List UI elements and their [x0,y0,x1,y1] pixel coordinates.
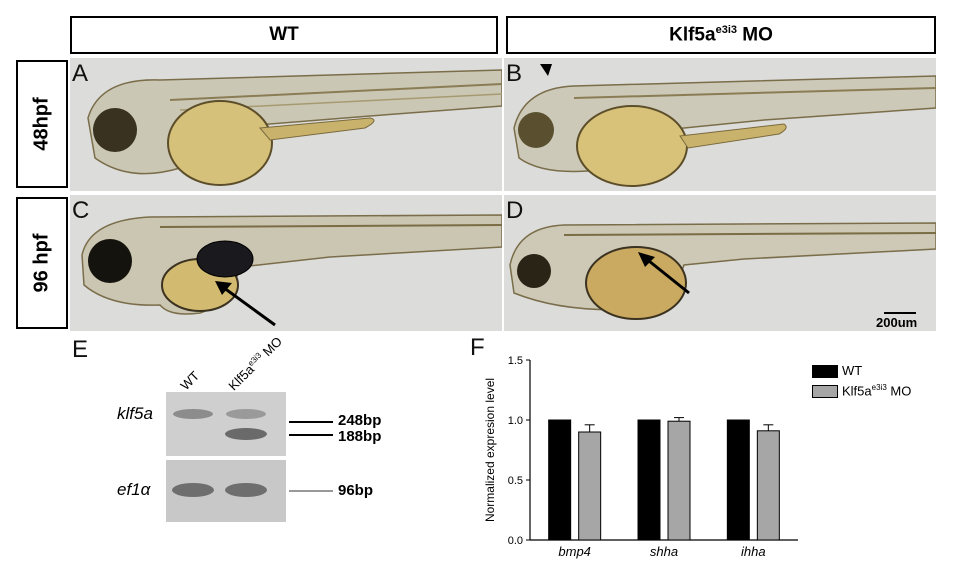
gel-lane-mo: Klf5ae3i3 MO [225,333,286,394]
chart-axes: 0.0 0.5 1.0 1.5 [508,355,798,547]
legend-label-mo: Klf5ae3i3 MO [842,383,912,399]
row-header-96hpf: 96 hpf [16,197,68,329]
chart-bars [548,417,780,541]
bar-bmp4-s0 [548,419,572,541]
header-wt: WT [70,16,498,54]
zebrafish-mo-96hpf [504,195,936,331]
gene-label-ef1a: ef1α [117,480,151,499]
band-248-label: 248bp [338,412,382,429]
x-label-ihha: ihha [741,544,766,559]
header-mo-label: Klf5ae3i3 MO [669,23,773,46]
legend-label-wt: WT [842,363,863,378]
panel-c-image: C [70,195,502,331]
y-tick-label-1: 0.5 [508,475,523,487]
band-96-line [289,490,333,492]
panel-letter-f: F [470,334,485,361]
y-tick-label-0: 0.0 [508,535,523,547]
band-248-line [289,421,333,423]
panel-a-image: A [70,58,502,191]
bar-chart: Normalized expresion level 0.00.51.01.5 … [483,355,798,559]
row-header-48hpf: 48hpf [16,60,68,188]
panel-letter-e: E [72,336,89,363]
panel-letter-d: D [506,197,524,224]
bar-shha-s1 [667,420,691,541]
header-mo: Klf5ae3i3 MO [506,16,936,54]
header-wt-label: WT [269,24,299,45]
bar-ihha-s0 [726,419,750,541]
arrowhead-icon [540,64,552,76]
gene-label-klf5a: klf5a [117,404,153,423]
gel-lane-wt: WT [177,368,203,393]
band-188-label: 188bp [338,428,382,445]
panel-d-image: D 200um [504,195,936,331]
y-tick-label-3: 1.5 [508,355,523,367]
row-header-48hpf-label: 48hpf [30,97,53,151]
x-label-bmp4: bmp4 [558,544,591,559]
x-label-shha: shha [650,544,678,559]
band-96-label: 96bp [338,482,374,499]
band-188-line [289,434,333,436]
panel-letter-c: C [72,197,90,224]
panel-letter-a: A [72,60,89,87]
bar-bmp4-s1 [578,431,602,541]
bar-ihha-s1 [756,430,780,541]
y-tick-label-2: 1.0 [508,415,523,427]
bar-shha-s0 [637,419,661,541]
legend-swatch-wt [812,365,838,378]
panel-b-image: B [504,58,936,191]
gel-ef1a [166,460,286,522]
panel-letter-b: B [506,60,523,87]
chart-x-labels: bmp4 shha ihha [558,544,765,559]
row-header-96hpf-label: 96 hpf [30,233,53,293]
scale-bar-label: 200um [876,315,918,330]
zebrafish-mo-48hpf [504,58,936,191]
y-axis-label: Normalized expresion level [483,378,497,522]
zebrafish-wt-48hpf [70,58,502,191]
legend-swatch-mo [812,385,838,398]
zebrafish-wt-96hpf [70,195,502,331]
gel-klf5a [166,392,286,456]
